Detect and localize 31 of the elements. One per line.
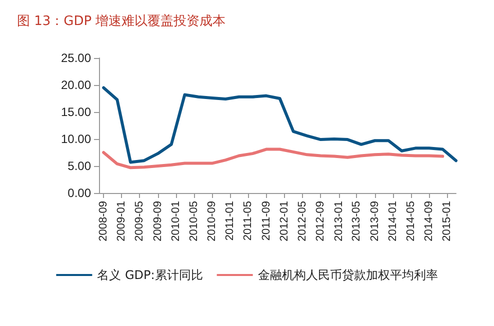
x-tick-label: 2008-09	[98, 201, 110, 242]
chart-title: 图 13：GDP 增速难以覆盖投资成本	[17, 13, 226, 29]
y-tick-label: 10.00	[60, 132, 92, 146]
x-tick-label: 2011-01	[224, 201, 236, 241]
x-tick-label: 2010-01	[170, 201, 182, 242]
x-tick-label: 2010-05	[188, 201, 200, 242]
x-tick-label: 2014-01	[387, 201, 400, 242]
y-tick-label: 20.00	[60, 78, 92, 92]
line-series	[102, 86, 458, 164]
legend-label: 名义 GDP:累计同比	[97, 268, 203, 282]
line-series	[102, 148, 444, 170]
y-tick-label: 5.00	[68, 159, 92, 173]
x-tick-label: 2009-05	[134, 201, 146, 242]
y-tick-label: 0.00	[68, 186, 92, 200]
x-tick-label: 2009-09	[152, 201, 164, 242]
x-tick-label: 2009-01	[116, 201, 128, 242]
x-tick-label: 2014-05	[404, 201, 417, 242]
x-tick-label: 2013-01	[332, 201, 345, 242]
x-tick-label: 2011-09	[260, 201, 272, 241]
y-tick-label: 25.00	[60, 51, 92, 65]
x-tick-label: 2012-09	[314, 201, 327, 242]
x-tick-label: 2012-05	[296, 201, 308, 242]
x-tick-label: 2015-01	[441, 201, 454, 242]
x-tick-label: 2011-05	[242, 201, 254, 241]
y-tick-label: 15.00	[60, 105, 92, 119]
legend-label: 金融机构人民币贷款加权平均利率	[258, 268, 438, 282]
x-tick-label: 2012-01	[278, 201, 290, 242]
x-tick-label: 2013-05	[350, 201, 363, 242]
x-tick-label: 2014-09	[423, 201, 436, 242]
x-tick-label: 2010-09	[206, 201, 218, 242]
x-tick-label: 2013-09	[368, 201, 381, 242]
